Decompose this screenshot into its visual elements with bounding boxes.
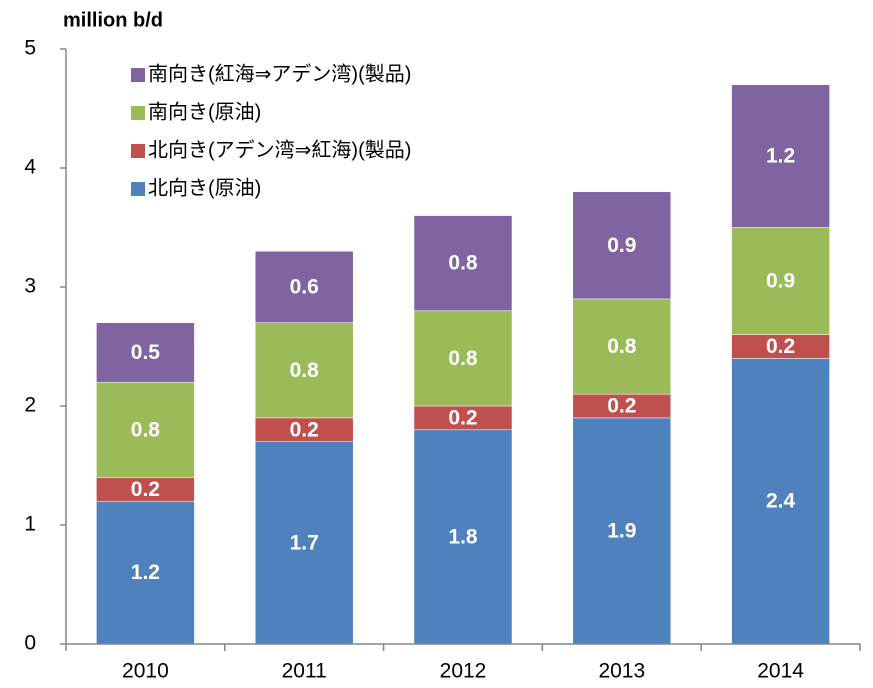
bar-segment	[254, 251, 354, 323]
data-label: 0.2	[766, 335, 795, 358]
legend-label: 北向き(原油)	[148, 176, 261, 199]
x-tick-label: 2012	[440, 660, 487, 683]
y-tick-label: 1	[24, 513, 36, 536]
bar-segment	[96, 381, 195, 478]
data-label: 1.2	[766, 145, 795, 168]
bar-segment	[572, 191, 672, 300]
data-label: 0.8	[607, 335, 637, 358]
data-label: 0.2	[290, 418, 319, 441]
legend-swatch	[131, 68, 145, 82]
bar-segment	[254, 441, 354, 645]
y-tick-label: 2	[24, 394, 36, 417]
data-label: 1.7	[290, 531, 319, 554]
legend-swatch	[131, 106, 145, 120]
data-label: 0.9	[766, 270, 795, 293]
x-tick-label: 2011	[282, 660, 327, 683]
x-tick-label: 2013	[598, 660, 645, 683]
data-label: 0.2	[448, 406, 477, 429]
data-label: 1.8	[448, 525, 478, 548]
data-label: 0.6	[290, 276, 319, 299]
data-label: 0.8	[290, 359, 320, 382]
data-label: 1.2	[131, 561, 160, 584]
legend-label: 南向き(紅海⇒アデン湾)(製品)	[148, 62, 411, 85]
y-tick-label: 5	[24, 37, 36, 60]
y-axis-label: million b/d	[63, 9, 163, 31]
bar-segment	[413, 215, 513, 312]
x-tick-label: 2010	[122, 660, 169, 683]
bar-segment	[572, 417, 672, 645]
legend-label: 南向き(原油)	[148, 100, 261, 123]
data-label: 1.9	[607, 519, 636, 542]
y-tick-label: 3	[24, 275, 36, 298]
bar-segment	[731, 227, 830, 335]
bar-segment	[413, 310, 513, 407]
bar-segment	[731, 358, 830, 645]
data-label: 0.8	[448, 252, 478, 275]
data-label: 0.9	[607, 234, 636, 257]
data-label: 0.8	[448, 347, 478, 370]
legend-label: 北向き(アデン湾⇒紅海)(製品)	[148, 138, 411, 161]
data-label: 0.5	[131, 341, 161, 364]
data-label: 0.8	[131, 418, 161, 441]
bar-segment	[96, 500, 195, 645]
data-label: 0.2	[131, 478, 160, 501]
bar-segment	[96, 322, 195, 383]
y-tick-label: 0	[24, 632, 36, 655]
data-label: 0.2	[607, 395, 636, 418]
data-label: 2.4	[766, 490, 796, 513]
bar-segment	[413, 429, 513, 645]
x-tick-label: 2014	[757, 660, 804, 683]
legend-swatch	[131, 144, 145, 158]
bar-segment	[254, 322, 354, 419]
bar-segment	[731, 84, 830, 228]
bar-segment	[572, 298, 672, 395]
legend-swatch	[131, 182, 145, 196]
y-tick-label: 4	[24, 156, 36, 179]
